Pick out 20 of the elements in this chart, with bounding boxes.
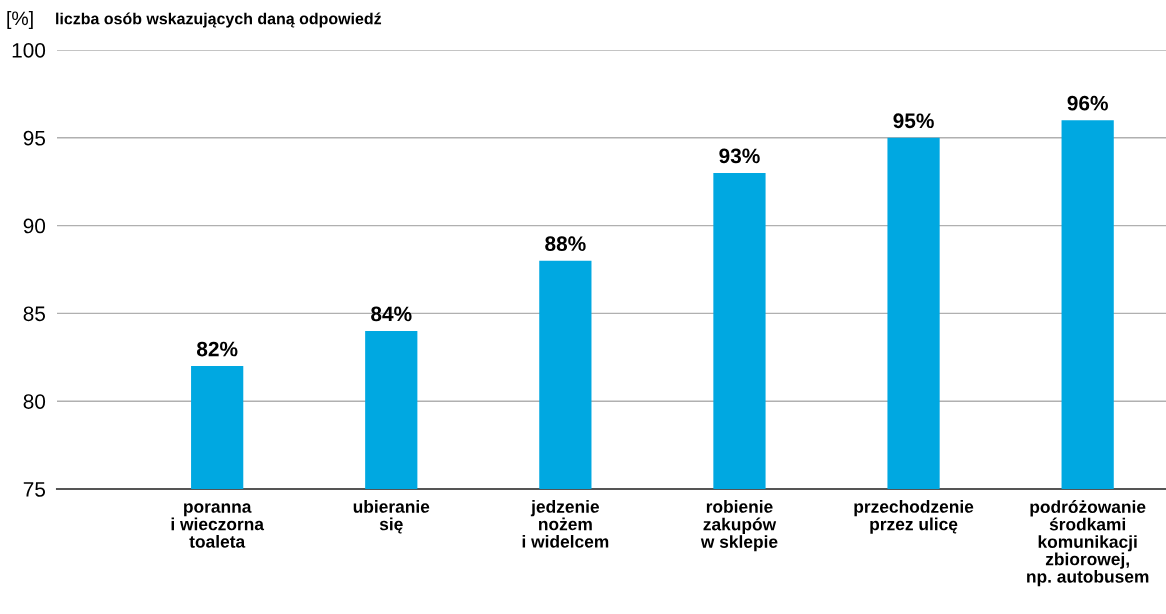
data-label: 96% — [1067, 95, 1108, 111]
x-tick-label: jedzenie nożem i widelcem — [522, 500, 609, 548]
x-tick-label: robienie zakupów w sklepie — [700, 500, 778, 552]
x-tick-label: ubieranie się — [353, 500, 430, 534]
x-tick-label: podróżowanie środkami komunikacji zbiorowej, np. autobusem — [1027, 500, 1149, 587]
chart-title: liczba osób wskazujących daną odpowiedź — [56, 12, 382, 28]
x-tick-label: poranna i wieczorna toaleta — [171, 503, 265, 548]
y-tick-label: 80 — [23, 394, 46, 409]
data-label: 93% — [719, 148, 760, 164]
y-tick-label: 90 — [23, 218, 46, 234]
data-label: 84% — [371, 306, 412, 322]
y-axis-title: [%] — [7, 10, 33, 30]
y-tick-label: 85 — [23, 306, 46, 322]
y-tick-label: 75 — [23, 482, 46, 497]
data-label: 95% — [893, 113, 934, 129]
y-tick-label: 100 — [12, 43, 46, 58]
x-tick-label: przechodzenie przez ulicę — [854, 500, 974, 534]
y-tick-label: 95 — [23, 130, 46, 146]
data-label: 88% — [545, 236, 586, 252]
data-label: 82% — [196, 341, 238, 357]
